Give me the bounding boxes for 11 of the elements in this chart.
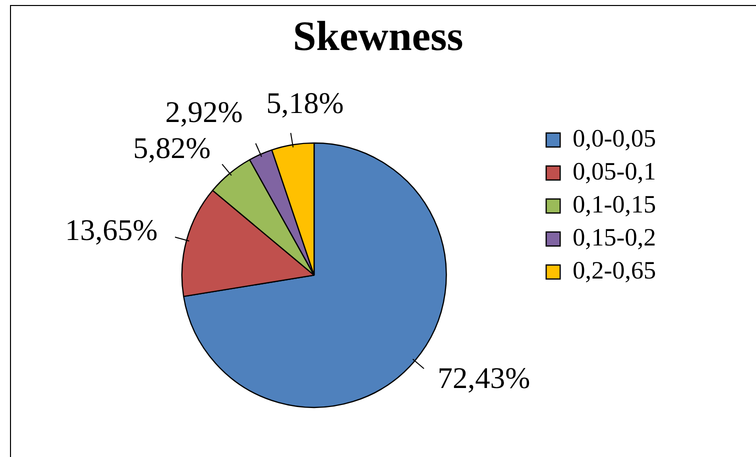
chart-title: Skewness <box>292 14 464 60</box>
data-label: 5,18% <box>266 87 344 120</box>
data-label: 13,65% <box>65 214 158 248</box>
legend-label: 0,0-0,05 <box>572 126 656 153</box>
data-label: 2,92% <box>165 96 243 129</box>
legend-label: 0,2-0,65 <box>572 258 656 285</box>
legend-label: 0,05-0,1 <box>572 158 656 186</box>
legend-label: 0,15-0,2 <box>572 224 656 252</box>
data-label: 72,43% <box>438 362 530 396</box>
data-label: 5,82% <box>133 132 211 166</box>
legend-label: 0,1-0,15 <box>572 192 656 219</box>
